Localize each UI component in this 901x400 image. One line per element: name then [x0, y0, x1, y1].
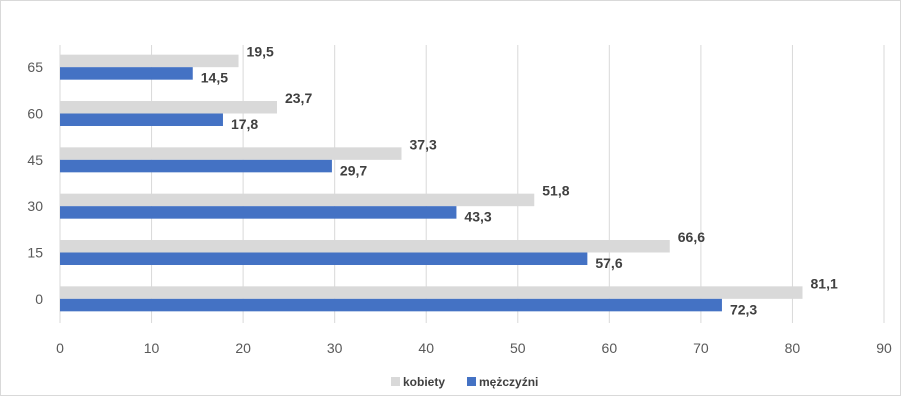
bar-kobiety-0: [60, 286, 803, 299]
x-tick-label: 30: [327, 340, 343, 356]
y-tick-label: 15: [27, 245, 43, 261]
y-tick-label: 65: [27, 59, 43, 75]
y-axis: 0 15 30 45 60 65: [27, 59, 43, 307]
legend: kobiety mężczyźni: [391, 375, 538, 389]
legend-label-mezczyzni: mężczyźni: [479, 375, 538, 389]
data-label-mezczyzni-15: 57,6: [595, 255, 622, 271]
data-label-kobiety-60: 23,7: [285, 90, 312, 106]
bar-kobiety-30: [60, 193, 535, 207]
x-axis: 0 10 20 30 40 50 60 70 80 90: [56, 340, 892, 356]
bar-kobiety-15: [60, 240, 670, 253]
y-tick-label: 0: [35, 291, 43, 307]
gridlines: [59, 45, 885, 323]
x-tick-label: 80: [785, 340, 801, 356]
data-labels: 81,1 72,3 66,6 57,6 51,8 43,3 37,3 29,7 23,7 17,8…: [201, 44, 838, 318]
bar-kobiety-45: [60, 147, 402, 160]
data-label-kobiety-30: 51,8: [542, 183, 569, 199]
y-tick-label: 45: [27, 152, 43, 168]
x-tick-label: 60: [602, 340, 618, 356]
x-tick-label: 50: [510, 340, 526, 356]
data-label-mezczyzni-30: 43,3: [464, 209, 491, 225]
x-tick-label: 40: [418, 340, 434, 356]
legend-swatch-mezczyzni: [467, 377, 476, 386]
x-tick-label: 90: [876, 340, 892, 356]
bar-mezczyzni-45: [60, 159, 332, 173]
data-label-kobiety-15: 66,6: [678, 229, 705, 245]
data-label-mezczyzni-45: 29,7: [340, 162, 367, 178]
bar-mezczyzni-65: [60, 67, 193, 80]
bar-mezczyzni-15: [60, 252, 588, 265]
data-label-mezczyzni-65: 14,5: [201, 70, 228, 86]
data-label-mezczyzni-0: 72,3: [730, 301, 757, 317]
bars: [60, 54, 803, 312]
y-tick-label: 60: [27, 106, 43, 122]
bar-mezczyzni-60: [60, 113, 223, 126]
legend-swatch-kobiety: [391, 377, 400, 386]
bar-mezczyzni-0: [60, 298, 722, 312]
data-label-kobiety-65: 19,5: [247, 44, 274, 60]
x-tick-label: 70: [693, 340, 709, 356]
bar-kobiety-65: [60, 54, 239, 68]
bar-mezczyzni-30: [60, 206, 457, 219]
data-label-kobiety-0: 81,1: [811, 275, 838, 291]
x-tick-label: 0: [56, 340, 64, 356]
y-tick-label: 30: [27, 198, 43, 214]
x-tick-label: 10: [144, 340, 160, 356]
x-tick-label: 20: [235, 340, 251, 356]
legend-label-kobiety: kobiety: [403, 375, 445, 389]
data-label-mezczyzni-60: 17,8: [231, 116, 258, 132]
bar-kobiety-60: [60, 101, 277, 114]
data-label-kobiety-45: 37,3: [410, 136, 437, 152]
